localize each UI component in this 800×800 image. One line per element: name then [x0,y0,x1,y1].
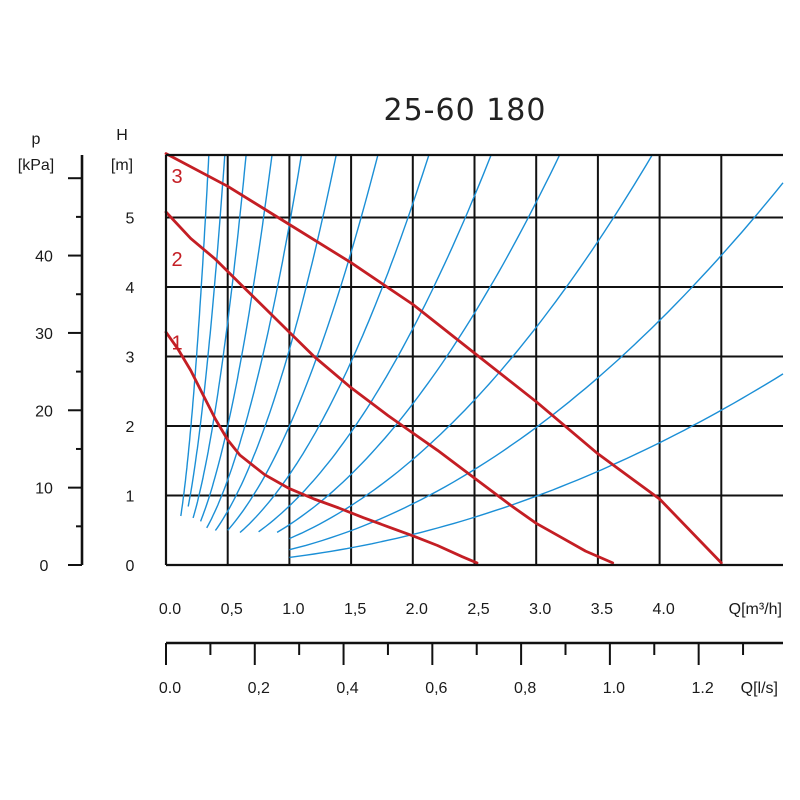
flow-m3h-tick-label-0: 0.0 [159,601,181,618]
flow-m3h-tick-label-6: 3.0 [529,601,551,618]
system-curve-12 [289,182,784,551]
pump-curve-1 [164,330,479,565]
system-curve-9 [258,154,492,533]
system-curve-13 [289,373,784,559]
system-curve-10 [276,154,561,533]
head-axis: H [m] 0 1 2 3 4 5 [111,127,135,575]
flow-ls-axis-label: Q[l/s] [741,680,778,697]
pressure-tick-label-4: 40 [35,249,53,266]
system-curve-4 [199,154,273,522]
head-tick-label-1: 1 [126,489,135,506]
flow-ls-tick-label-6: 1.2 [692,680,714,697]
flow-m3h-axis-label: Q[m³/h] [729,601,782,618]
plot-frame [164,153,783,567]
pressure-tick-label-0: 0 [40,558,49,575]
head-tick-label-3: 3 [126,350,135,367]
system-curve-5 [206,154,303,529]
flow-m3h-tick-label-2: 1.0 [282,601,304,618]
head-tick-label-2: 2 [126,419,135,436]
pressure-axis: p [kPa] 0 10 20 30 40 [18,131,84,575]
pump-curve-label-3: 3 [171,166,182,188]
flow-ls-tick-label-3: 0,6 [425,680,447,697]
flow-ls-axis: Q[l/s] 0.0 0,2 0,4 0,6 0,8 1.0 1.2 [159,641,783,697]
system-curve-11 [289,154,653,540]
system-curves [180,154,784,559]
flow-ls-tick-label-1: 0,2 [248,680,270,697]
flow-ls-tick-label-0: 0.0 [159,680,181,697]
system-curve-2 [187,154,226,507]
flow-m3h-axis: Q[m³/h] 0.0 0,5 1.0 1,5 2.0 2,5 3.0 3.5 4.0 [159,601,782,618]
pump-curve-label-2: 2 [171,249,182,271]
flow-m3h-tick-label-4: 2.0 [406,601,428,618]
pump-curve-2 [164,210,615,565]
system-curve-6 [214,154,337,531]
system-curve-8 [239,154,430,534]
flow-ls-tick-label-4: 0,8 [514,680,536,697]
pressure-tick-label-1: 10 [35,481,53,498]
pump-curve-3 [164,152,723,565]
flow-m3h-tick-label-7: 3.5 [591,601,613,618]
grid [166,155,783,565]
system-curve-3 [192,154,247,519]
flow-m3h-tick-label-8: 4.0 [652,601,674,618]
head-tick-label-0: 0 [126,558,135,575]
flow-m3h-tick-label-1: 0,5 [221,601,243,618]
flow-m3h-tick-label-3: 1,5 [344,601,366,618]
pump-curve-label-1: 1 [171,333,182,355]
flow-ls-tick-label-2: 0,4 [336,680,358,697]
pressure-axis-label: p [32,131,41,148]
head-axis-label: H [116,127,128,144]
pressure-axis-unit: [kPa] [18,157,54,174]
chart-title: 25-60 180 [384,93,547,128]
head-axis-unit: [m] [111,157,133,174]
head-tick-label-5: 5 [126,211,135,228]
pressure-tick-label-2: 20 [35,403,53,420]
head-tick-label-4: 4 [126,280,135,297]
system-curve-7 [227,154,379,531]
pump-curves: 1 2 3 [164,152,723,565]
flow-ls-tick-label-5: 1.0 [603,680,625,697]
flow-m3h-tick-label-5: 2,5 [467,601,489,618]
pressure-tick-label-3: 30 [35,326,53,343]
